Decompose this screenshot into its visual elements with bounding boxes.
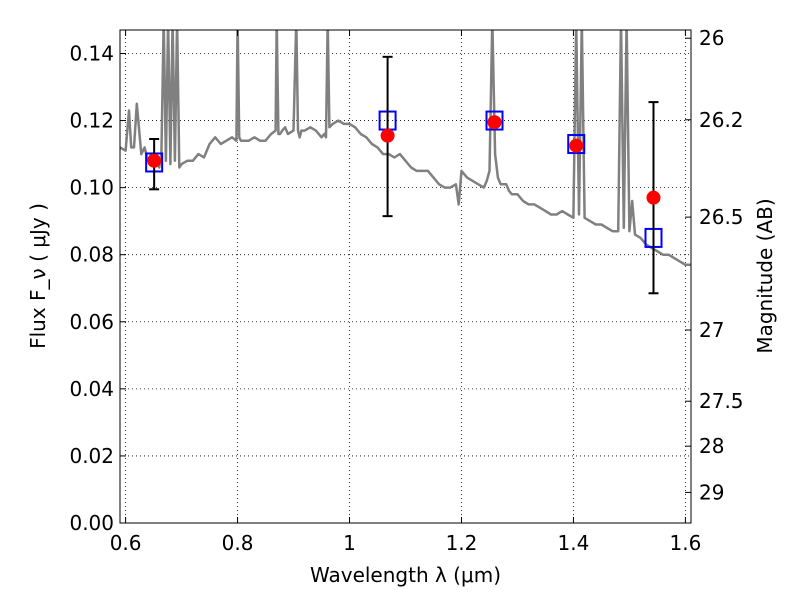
circle-marker — [487, 115, 502, 130]
y2-tick-label: 27.5 — [699, 389, 744, 413]
y-tick-label: 0.04 — [69, 377, 114, 401]
y2-tick-label: 26.5 — [699, 205, 744, 229]
y-tick-label: 0.02 — [69, 444, 114, 468]
circle-marker — [147, 153, 162, 168]
x-tick-label: 1.6 — [669, 531, 701, 555]
y-tick-label: 0.12 — [69, 109, 114, 133]
y-tick-label: 0.08 — [69, 243, 114, 267]
y-axis-label: Flux F_ν ( μJy ) — [26, 203, 50, 349]
y-tick-label: 0.06 — [69, 310, 114, 334]
x-tick-label: 0.8 — [222, 531, 254, 555]
model-spectrum-line — [120, 30, 691, 267]
y2-tick-label: 29 — [699, 480, 724, 504]
y2-tick-label: 26.2 — [699, 108, 744, 132]
x-tick-label: 0.6 — [110, 531, 142, 555]
y-tick-label: 0.14 — [69, 41, 114, 65]
x-tick-label: 1.2 — [446, 531, 478, 555]
y2-tick-label: 27 — [699, 318, 724, 342]
circle-marker — [569, 138, 584, 153]
y2-axis-label: Magnitude (AB) — [753, 198, 777, 353]
x-axis-label: Wavelength λ (μm) — [310, 563, 501, 587]
x-tick-label: 1.4 — [558, 531, 590, 555]
plot-frame — [119, 29, 692, 524]
y-tick-label: 0.10 — [69, 176, 114, 200]
x-tick-label: 1 — [343, 531, 356, 555]
y-tick-label: 0.00 — [69, 511, 114, 535]
axes: 0.6 0.8 1 1.2 1.4 1.6 0.00 0.02 0.04 0.06 0.08 0.10… — [69, 26, 743, 555]
y2-tick-label: 28 — [699, 434, 724, 458]
square-marker — [567, 134, 586, 155]
square-marker — [485, 110, 504, 131]
circle-marker — [646, 190, 661, 205]
y2-tick-label: 26 — [699, 26, 724, 50]
circle-marker — [380, 128, 395, 143]
